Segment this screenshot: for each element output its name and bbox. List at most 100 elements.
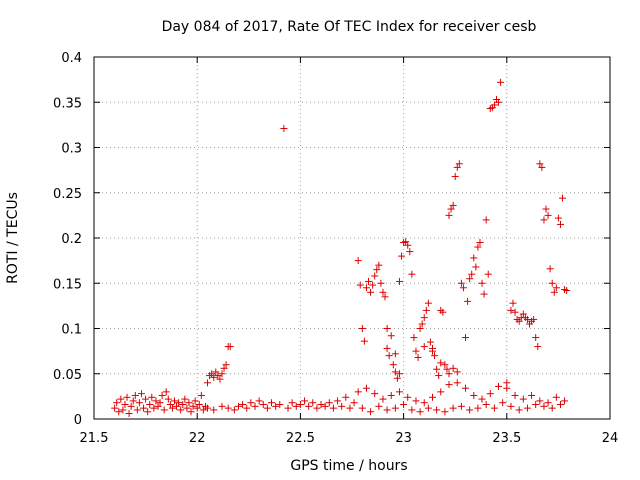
- data-point: [466, 275, 474, 283]
- data-point: [276, 401, 284, 409]
- data-point: [391, 368, 399, 376]
- data-point: [354, 388, 362, 396]
- data-point: [472, 263, 480, 271]
- data-point: [383, 344, 391, 352]
- data-point: [428, 347, 436, 355]
- data-point: [367, 408, 375, 416]
- data-point: [455, 160, 463, 168]
- data-point: [453, 379, 461, 387]
- data-point: [412, 397, 420, 405]
- data-point: [478, 395, 486, 403]
- data-point: [398, 252, 406, 260]
- data-point: [191, 397, 199, 405]
- data-point: [317, 401, 325, 409]
- data-point: [552, 284, 560, 292]
- data-point: [422, 306, 430, 314]
- data-point: [309, 399, 317, 407]
- data-point: [416, 408, 424, 416]
- data-point: [435, 372, 443, 380]
- data-point: [358, 404, 366, 412]
- data-point: [358, 325, 366, 332]
- x-axis-label: GPS time / hours: [290, 458, 407, 474]
- data-point: [350, 399, 358, 407]
- data-point: [131, 391, 139, 399]
- data-point: [218, 402, 226, 410]
- data-point: [509, 299, 517, 307]
- data-point: [187, 408, 195, 416]
- x-tick-label: 23.5: [492, 431, 521, 446]
- data-point: [272, 402, 280, 410]
- data-point: [519, 395, 527, 403]
- data-point: [532, 401, 540, 409]
- x-tick-label: 22: [189, 431, 206, 446]
- data-point: [484, 270, 492, 278]
- data-point: [334, 397, 342, 405]
- data-point: [428, 393, 436, 401]
- data-point: [127, 402, 135, 410]
- data-point: [154, 402, 162, 410]
- data-point: [416, 325, 424, 332]
- data-point: [480, 290, 488, 298]
- data-point: [400, 401, 408, 409]
- data-point: [170, 397, 178, 405]
- data-point: [420, 314, 428, 322]
- data-point: [410, 334, 418, 342]
- data-point: [375, 261, 383, 269]
- data-point: [457, 402, 465, 410]
- data-point: [375, 402, 383, 410]
- data-point: [404, 393, 412, 401]
- data-point: [175, 399, 183, 407]
- data-point: [123, 393, 131, 401]
- data-point: [447, 205, 455, 213]
- data-point: [404, 241, 412, 249]
- data-point: [360, 337, 368, 345]
- data-point: [222, 361, 230, 369]
- data-point: [482, 401, 490, 409]
- data-point: [160, 406, 168, 414]
- data-point: [548, 404, 556, 412]
- data-point: [445, 381, 453, 389]
- data-point: [451, 172, 459, 180]
- data-point: [563, 286, 571, 294]
- data-point: [185, 399, 193, 407]
- data-point: [507, 402, 515, 410]
- data-point: [346, 404, 354, 412]
- data-point: [474, 404, 482, 412]
- data-point: [367, 288, 375, 296]
- data-point: [532, 334, 540, 342]
- data-point: [280, 124, 288, 132]
- data-point: [379, 395, 387, 403]
- data-point: [179, 401, 187, 409]
- data-point: [453, 163, 461, 171]
- data-point: [395, 370, 403, 378]
- data-point: [137, 390, 145, 398]
- data-point: [243, 404, 251, 412]
- data-point: [164, 395, 172, 403]
- data-point: [362, 284, 370, 292]
- data-point: [144, 408, 152, 416]
- chart-title: Day 084 of 2017, Rate Of TEC Index for r…: [162, 19, 537, 35]
- data-point: [204, 379, 212, 387]
- y-tick-label: 0: [74, 413, 82, 428]
- y-tick-label: 0.15: [53, 277, 82, 292]
- data-point: [470, 391, 478, 399]
- data-point: [544, 399, 552, 407]
- data-point: [383, 406, 391, 414]
- y-tick-label: 0.25: [53, 187, 82, 202]
- data-point: [482, 216, 490, 224]
- data-point: [433, 365, 441, 373]
- data-point: [247, 399, 255, 407]
- data-point: [305, 402, 313, 410]
- data-point: [554, 214, 562, 222]
- data-point: [362, 384, 370, 392]
- data-point: [466, 406, 474, 414]
- data-point: [150, 404, 158, 412]
- y-tick-labels: 0 0.05 0.1 0.15 0.2 0.25 0.3 0.35 0.4: [53, 51, 82, 428]
- data-point: [546, 265, 554, 273]
- data-point: [313, 404, 321, 412]
- data-point: [183, 404, 191, 412]
- data-point: [406, 248, 414, 256]
- data-point: [216, 375, 224, 383]
- data-point: [158, 391, 166, 399]
- data-point: [559, 194, 567, 202]
